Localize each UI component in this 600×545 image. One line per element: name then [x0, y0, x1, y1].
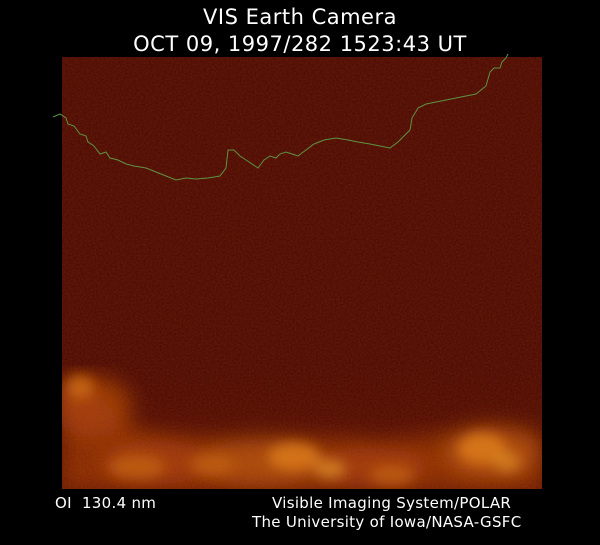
filter-wavelength-label: OI 130.4 nm — [55, 494, 157, 512]
image-title: VIS Earth Camera — [203, 5, 397, 29]
image-timestamp: OCT 09, 1997/282 1523:43 UT — [133, 32, 467, 56]
auroral-emission-graphic — [62, 57, 542, 489]
instrument-credit: Visible Imaging System/POLAR — [272, 494, 512, 512]
institution-credit: The University of Iowa/NASA-GSFC — [252, 513, 522, 531]
auroral-image — [62, 57, 542, 489]
